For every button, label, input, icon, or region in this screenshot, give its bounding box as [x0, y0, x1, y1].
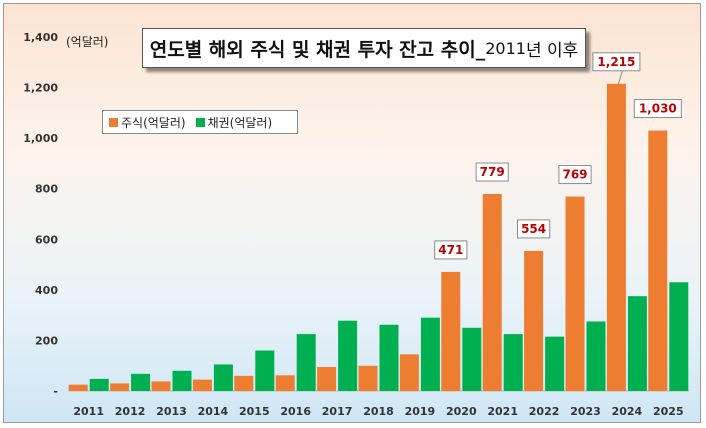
chart-frame: - 200 400 600 800 1,000 1,200 1,400 2011 2012 2013… — [3, 3, 701, 423]
bar-bonds-2020 — [462, 327, 482, 391]
x-tick-label: 2020 — [446, 405, 477, 418]
bar-bonds-2024 — [627, 296, 647, 391]
bar-bonds-2012 — [131, 373, 151, 391]
chart-title-tail: 년 이후 — [525, 40, 579, 61]
bar-stocks-2015 — [234, 375, 254, 391]
data-label-box-2021 — [475, 162, 509, 182]
x-tick-label: 2014 — [198, 405, 229, 418]
bar-stocks-2023 — [565, 196, 585, 391]
x-tick-label: 2015 — [239, 405, 270, 418]
bar-bonds-2016 — [296, 334, 316, 391]
data-label-box-2022 — [517, 219, 551, 239]
x-tick-label: 2016 — [280, 405, 311, 418]
x-tick-label: 2012 — [115, 405, 146, 418]
data-label-2022: 554 — [521, 222, 546, 236]
bar-bonds-2013 — [172, 370, 192, 391]
legend-swatch-stocks — [109, 117, 118, 127]
bar-stocks-2014 — [192, 379, 212, 391]
x-tick-label: 2025 — [653, 405, 684, 418]
y-tick-label: 400 — [35, 284, 58, 297]
data-label-2020: 471 — [438, 243, 463, 257]
x-tick-label: 2023 — [570, 405, 601, 418]
data-label-box-2020 — [434, 240, 468, 260]
y-tick-label: 800 — [35, 183, 58, 196]
x-tick-label: 2021 — [487, 405, 518, 418]
bar-bonds-2015 — [255, 350, 275, 391]
y-tick-label: - — [53, 385, 58, 398]
bar-stocks-2017 — [317, 366, 337, 391]
data-label-2024: 1,215 — [597, 55, 635, 69]
data-label-box-2023 — [558, 165, 592, 185]
bar-stocks-2022 — [524, 250, 544, 391]
y-axis-unit-label: (억달러) — [66, 35, 109, 49]
bar-stocks-2012 — [110, 383, 130, 391]
chart-legend: 주식(억달러) 채권(억달러) — [102, 110, 298, 134]
data-label-2025: 1,030 — [639, 102, 677, 116]
bar-stocks-2021 — [482, 194, 502, 391]
chart-title-year: 2011 — [485, 38, 526, 58]
bar-stocks-2019 — [399, 354, 419, 391]
bar-stocks-2025 — [648, 130, 668, 392]
data-label-2021: 779 — [480, 165, 505, 179]
x-tick-label: 2011 — [73, 405, 104, 418]
y-tick-label: 1,400 — [23, 31, 58, 44]
bar-stocks-2016 — [275, 375, 295, 391]
chart-title-main: 연도별 해외 주식 및 채권 투자 잔고 추이_ — [149, 38, 486, 61]
legend-item-stocks: 주식(억달러) — [109, 114, 186, 131]
x-tick-label: 2013 — [156, 405, 187, 418]
data-label-box-2025 — [633, 99, 682, 119]
data-label-box-2024 — [592, 52, 641, 72]
y-tick-label: 1,200 — [23, 82, 58, 95]
chart-title: 연도별 해외 주식 및 채권 투자 잔고 추이_ 2011 년 이후 — [142, 28, 586, 68]
bar-bonds-2017 — [338, 320, 358, 391]
legend-label-stocks: 주식(억달러) — [121, 115, 186, 130]
bar-bonds-2022 — [545, 336, 565, 391]
bar-stocks-2011 — [68, 384, 88, 391]
legend-swatch-bonds — [195, 117, 205, 127]
bar-stocks-2020 — [441, 271, 461, 391]
y-tick-label: 200 — [35, 334, 58, 347]
bar-bonds-2021 — [503, 334, 523, 391]
bar-stocks-2024 — [606, 83, 626, 392]
bar-bonds-2011 — [89, 378, 109, 391]
x-tick-label: 2017 — [322, 405, 353, 418]
bar-bonds-2023 — [586, 321, 606, 391]
x-tick-label: 2024 — [612, 405, 643, 418]
y-tick-label: 600 — [35, 233, 58, 246]
x-tick-label: 2018 — [363, 405, 394, 418]
bar-bonds-2018 — [379, 324, 399, 391]
legend-item-bonds: 채권(억달러) — [195, 114, 273, 131]
data-label-leader-2024 — [617, 70, 623, 84]
data-label-2023: 769 — [562, 168, 587, 182]
x-tick-label: 2019 — [405, 405, 436, 418]
legend-label-bonds: 채권(억달러) — [207, 115, 273, 130]
bar-bonds-2025 — [669, 282, 689, 391]
y-tick-label: 1,000 — [23, 132, 58, 145]
bar-stocks-2018 — [358, 365, 378, 391]
chart-plot: - 200 400 600 800 1,000 1,200 1,400 2011 2012 2013… — [23, 31, 689, 418]
bar-bonds-2014 — [213, 364, 233, 391]
x-tick-label: 2022 — [529, 405, 560, 418]
bar-bonds-2019 — [420, 317, 440, 391]
bar-stocks-2013 — [151, 381, 171, 391]
